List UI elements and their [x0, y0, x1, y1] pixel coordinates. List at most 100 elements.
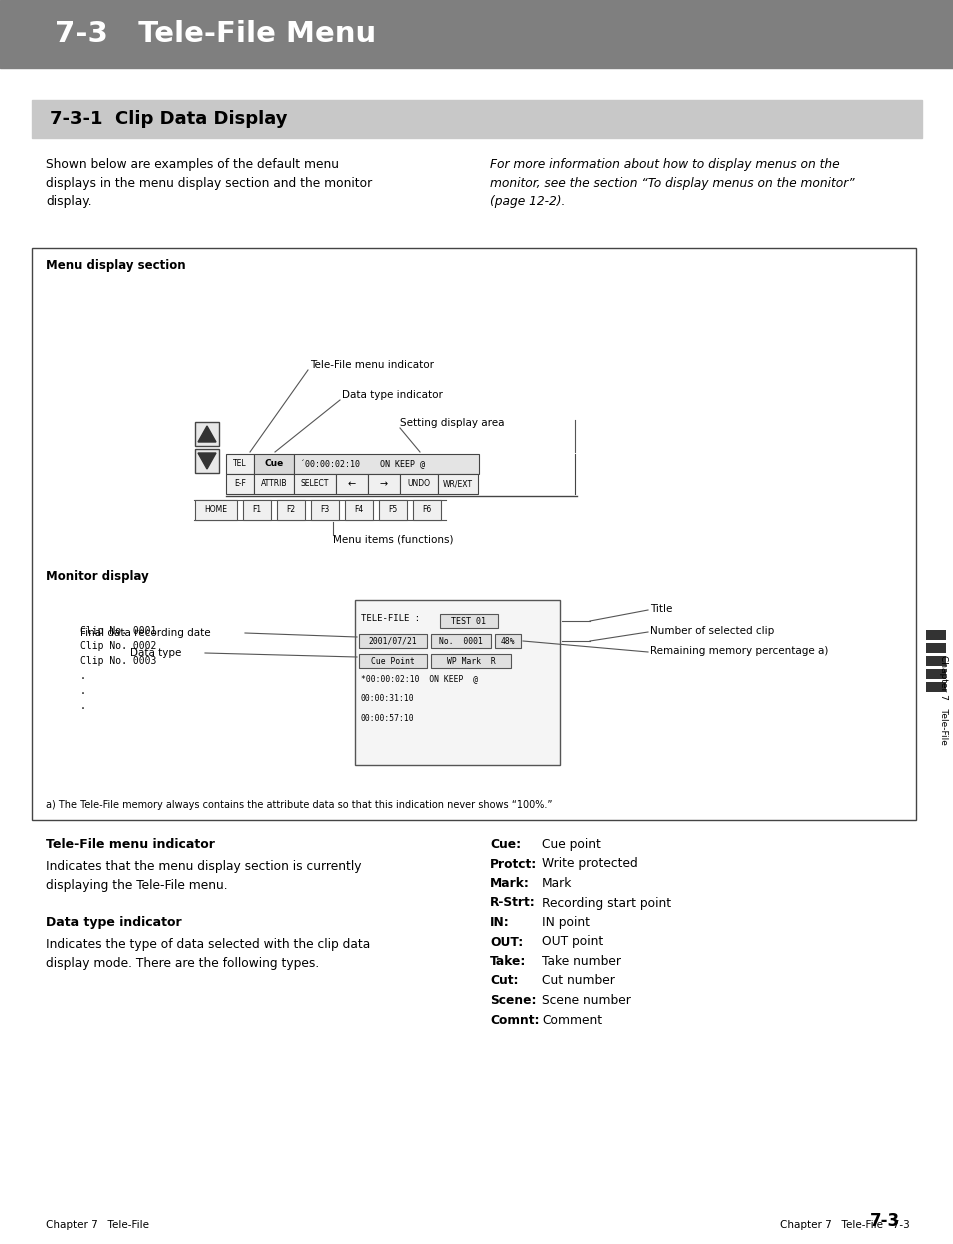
Bar: [925, 643, 945, 653]
Text: UNDO: UNDO: [407, 479, 430, 489]
Text: Recording start point: Recording start point: [541, 897, 670, 909]
Text: Cue: Cue: [264, 459, 283, 469]
Bar: [437, 474, 477, 494]
Bar: [194, 500, 236, 520]
Text: Monitor display: Monitor display: [46, 570, 149, 583]
Bar: [243, 500, 271, 520]
Bar: [32, 100, 921, 138]
Text: Number of selected clip: Number of selected clip: [649, 626, 774, 636]
Text: 7-3: 7-3: [869, 1212, 900, 1230]
Text: F3: F3: [320, 505, 330, 515]
Text: Mark: Mark: [541, 877, 572, 889]
Text: Take:: Take:: [490, 955, 526, 968]
Bar: [431, 634, 491, 648]
Text: For more information about how to display menus on the
monitor, see the section : For more information about how to displa…: [490, 158, 854, 208]
Bar: [378, 500, 407, 520]
Text: Menu items (functions): Menu items (functions): [333, 535, 453, 545]
Text: IN point: IN point: [541, 916, 589, 929]
Text: F1: F1: [253, 505, 261, 515]
Bar: [358, 634, 427, 648]
Text: ´00:00:02:10    ON KEEP @: ´00:00:02:10 ON KEEP @: [299, 459, 424, 469]
Text: Chapter 7   Tele-File   7-3: Chapter 7 Tele-File 7-3: [780, 1220, 909, 1230]
Bar: [194, 422, 219, 447]
Text: WR/EXT: WR/EXT: [442, 479, 473, 489]
Bar: [311, 500, 338, 520]
Bar: [194, 449, 219, 473]
Text: WP Mark  R: WP Mark R: [446, 657, 495, 666]
Text: Cut:: Cut:: [490, 974, 518, 988]
Text: *00:00:02:10  ON KEEP  @: *00:00:02:10 ON KEEP @: [360, 674, 477, 683]
Text: Menu display section: Menu display section: [46, 260, 186, 272]
Bar: [294, 474, 335, 494]
Bar: [495, 634, 520, 648]
Text: IN:: IN:: [490, 916, 509, 929]
Text: Clip No. 0001: Clip No. 0001: [80, 626, 156, 636]
Text: 00:00:31:10: 00:00:31:10: [360, 694, 415, 703]
Text: E-F: E-F: [233, 479, 246, 489]
Bar: [925, 629, 945, 639]
Bar: [355, 600, 559, 765]
Text: F2: F2: [286, 505, 295, 515]
Text: TELE-FILE :: TELE-FILE :: [360, 615, 419, 623]
Bar: [253, 454, 294, 474]
Bar: [226, 474, 253, 494]
Text: No.  0001: No. 0001: [438, 637, 482, 646]
Text: Take number: Take number: [541, 955, 620, 968]
Bar: [335, 474, 368, 494]
Text: OUT:: OUT:: [490, 935, 522, 948]
Text: F5: F5: [388, 505, 397, 515]
Text: Comment: Comment: [541, 1014, 601, 1026]
Text: Clip No. 0003: Clip No. 0003: [80, 656, 156, 666]
Bar: [345, 500, 373, 520]
Text: Tele-File menu indicator: Tele-File menu indicator: [46, 838, 214, 851]
Text: Tele-File menu indicator: Tele-File menu indicator: [310, 360, 434, 369]
Text: →: →: [379, 479, 388, 489]
Bar: [276, 500, 305, 520]
Bar: [358, 654, 427, 668]
Text: .: .: [80, 671, 86, 680]
Text: Cue Point: Cue Point: [371, 657, 415, 666]
Text: .: .: [80, 685, 86, 695]
Text: SELECT: SELECT: [300, 479, 329, 489]
Text: Comnt:: Comnt:: [490, 1014, 539, 1026]
Text: 48%: 48%: [500, 637, 515, 646]
Bar: [0, 0, 953, 68]
Text: 7-3   Tele-File Menu: 7-3 Tele-File Menu: [55, 20, 375, 49]
Text: .: .: [80, 702, 86, 712]
Text: OUT point: OUT point: [541, 935, 602, 948]
Text: ATTRIB: ATTRIB: [260, 479, 287, 489]
Text: 00:00:57:10: 00:00:57:10: [360, 714, 415, 723]
Bar: [32, 248, 915, 820]
Bar: [399, 474, 437, 494]
Bar: [413, 500, 440, 520]
Text: Cue point: Cue point: [541, 838, 600, 851]
Text: 7-3-1  Clip Data Display: 7-3-1 Clip Data Display: [50, 109, 287, 128]
Text: Chapter 7   Tele-File: Chapter 7 Tele-File: [46, 1220, 149, 1230]
Bar: [368, 474, 399, 494]
Text: Mark:: Mark:: [490, 877, 529, 889]
Text: Clip No. 0002: Clip No. 0002: [80, 641, 156, 651]
Text: Data type indicator: Data type indicator: [46, 916, 181, 929]
Text: F4: F4: [354, 505, 363, 515]
Text: Shown below are examples of the default menu
displays in the menu display sectio: Shown below are examples of the default …: [46, 158, 372, 208]
Text: Indicates that the menu display section is currently
displaying the Tele-File me: Indicates that the menu display section …: [46, 860, 361, 892]
Text: 2001/07/21: 2001/07/21: [368, 637, 416, 646]
Text: Protct:: Protct:: [490, 857, 537, 871]
Text: Chapter 7   Tele-File: Chapter 7 Tele-File: [939, 656, 947, 745]
Text: Remaining memory percentage a): Remaining memory percentage a): [649, 646, 827, 656]
Text: Setting display area: Setting display area: [399, 418, 504, 428]
Bar: [253, 474, 294, 494]
Text: Scene number: Scene number: [541, 994, 630, 1006]
Bar: [431, 654, 511, 668]
Text: F6: F6: [422, 505, 431, 515]
Text: Title: Title: [649, 605, 672, 615]
Bar: [925, 669, 945, 679]
Text: ←: ←: [348, 479, 355, 489]
Text: R-Strt:: R-Strt:: [490, 897, 536, 909]
Text: a) The Tele-File memory always contains the attribute data so that this indicati: a) The Tele-File memory always contains …: [46, 800, 552, 810]
Bar: [925, 656, 945, 666]
Polygon shape: [198, 425, 215, 442]
Text: Data type indicator: Data type indicator: [341, 391, 442, 401]
Polygon shape: [198, 453, 215, 469]
Text: TEST 01: TEST 01: [451, 617, 486, 626]
